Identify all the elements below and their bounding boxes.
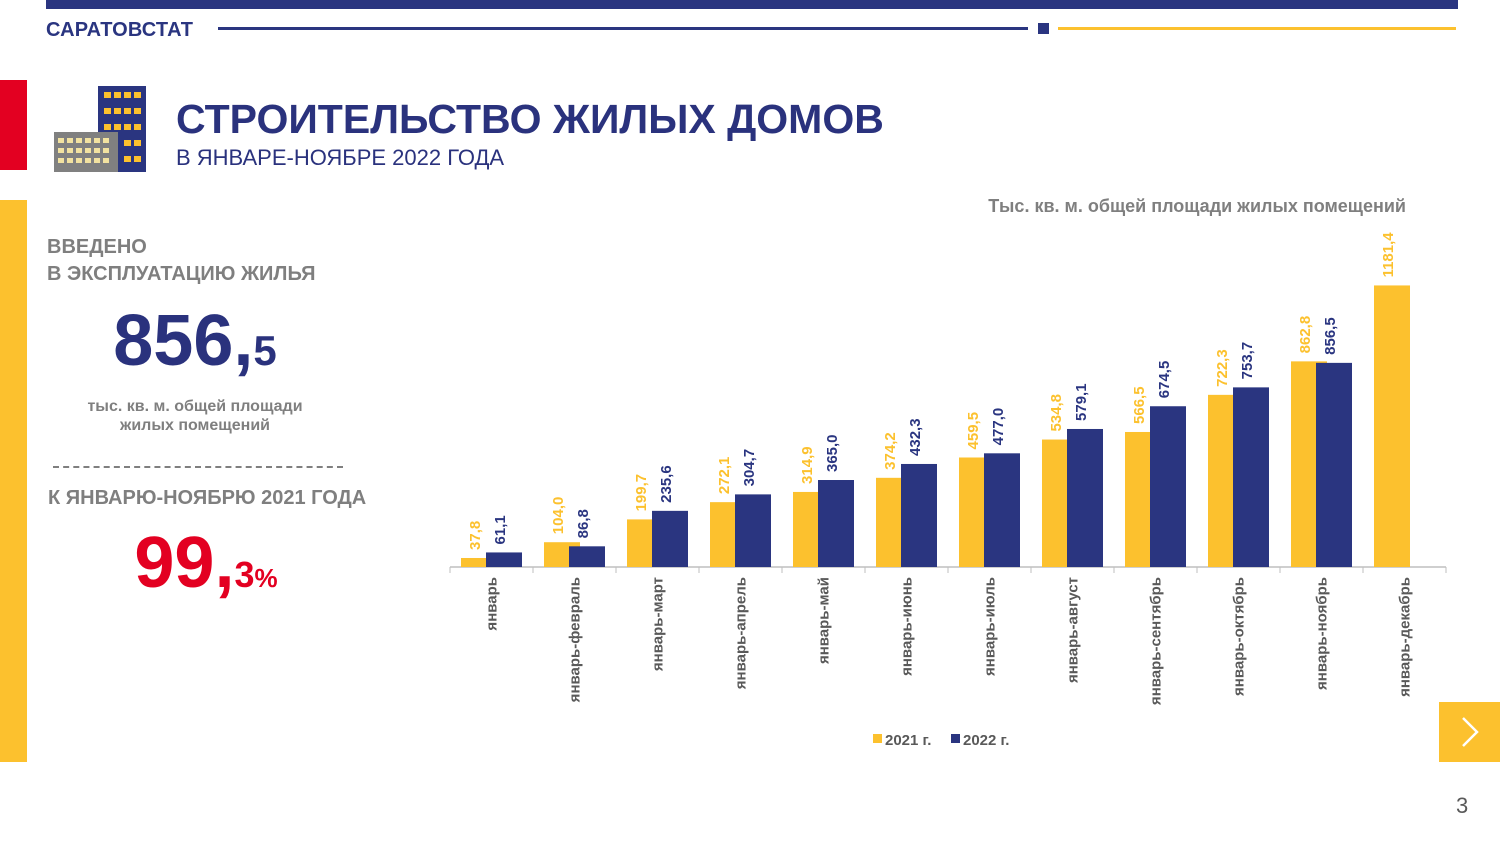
bar-2022 <box>1067 428 1103 567</box>
dashed-divider <box>53 466 343 468</box>
bar-2021 <box>461 557 497 567</box>
category-label: январь-март <box>650 577 667 671</box>
summary-heading-line1: ВВЕДЕНО <box>47 236 147 258</box>
data-label: 753,7 <box>1239 342 1256 380</box>
legend-label: 2022 г. <box>963 732 1009 749</box>
next-slide-button[interactable] <box>1439 702 1500 762</box>
summary-value-sub: 5 <box>253 327 277 374</box>
compare-heading: К ЯНВАРЮ-НОЯБРЮ 2021 ГОДА <box>48 487 367 509</box>
bar-2022 <box>486 552 522 567</box>
bar-2022 <box>569 546 605 567</box>
data-label: 235,6 <box>658 465 675 503</box>
category-label: январь-сентябрь <box>1148 577 1165 705</box>
data-label: 104,0 <box>550 497 567 535</box>
page-title: СТРОИТЕЛЬСТВО ЖИЛЫХ ДОМОВ <box>176 96 884 142</box>
data-label: 477,0 <box>990 408 1007 446</box>
summary-value: 856,5 <box>0 300 390 382</box>
compare-value-sub: 3 <box>234 554 255 595</box>
yellow-accent-strip <box>0 200 27 762</box>
data-label: 432,3 <box>907 418 924 456</box>
page-subtitle: В ЯНВАРЕ-НОЯБРЕ 2022 ГОДА <box>176 145 505 170</box>
bar-2022 <box>1233 387 1269 567</box>
page-number: 3 <box>1456 793 1469 818</box>
data-label: 304,7 <box>741 449 758 487</box>
data-label: 86,8 <box>575 509 592 538</box>
chart-unit-label: Тыс. кв. м. общей площади жилых помещени… <box>988 196 1406 216</box>
category-label: январь-апрель <box>733 577 750 689</box>
category-label: январь-август <box>1065 577 1082 683</box>
category-label: январь <box>484 577 501 631</box>
bar-chart: 37,8 61,1 январь 104,0 86,8 январь-февраль 199… <box>449 232 1447 749</box>
data-label: 862,8 <box>1297 316 1314 354</box>
header-rule <box>218 27 1028 30</box>
chevron-right-icon <box>1462 717 1479 747</box>
summary-unit-line1: тыс. кв. м. общей площади <box>87 398 303 415</box>
red-accent-tab <box>0 80 27 170</box>
bar-2022 <box>735 494 771 567</box>
data-label: 37,8 <box>467 521 484 550</box>
data-label: 272,1 <box>716 457 733 495</box>
legend-label: 2021 г. <box>885 732 931 749</box>
bar-2021 <box>1374 285 1410 567</box>
data-label: 722,3 <box>1214 349 1231 387</box>
data-label: 314,9 <box>799 446 816 484</box>
data-label: 1181,4 <box>1380 232 1397 278</box>
data-label: 199,7 <box>633 474 650 512</box>
bar-2022 <box>818 480 854 567</box>
summary-heading-line2: В ЭКСПЛУАТАЦИЮ ЖИЛЬЯ <box>47 263 316 285</box>
data-label: 566,5 <box>1131 386 1148 424</box>
category-label: январь-июнь <box>899 577 916 676</box>
data-label: 674,5 <box>1156 361 1173 399</box>
bar-2022 <box>984 453 1020 567</box>
legend-swatch <box>951 734 960 743</box>
bar-2022 <box>652 510 688 567</box>
bar-2022 <box>1150 406 1186 567</box>
building-icon <box>54 86 146 172</box>
header-rule-square <box>1038 23 1049 34</box>
bar-2022 <box>1316 362 1352 567</box>
bar-2022 <box>901 463 937 567</box>
summary-unit-line2: жилых помещений <box>119 417 271 434</box>
data-label: 374,2 <box>882 432 899 470</box>
category-label: январь-февраль <box>567 577 584 702</box>
category-label: январь-ноябрь <box>1314 577 1331 690</box>
legend-swatch <box>873 734 882 743</box>
compare-value-main: 99, <box>134 523 235 603</box>
data-label: 579,1 <box>1073 383 1090 421</box>
category-label: январь-октябрь <box>1231 577 1248 696</box>
category-label: январь-май <box>816 577 833 664</box>
data-label: 534,8 <box>1048 394 1065 432</box>
header-rule-accent <box>1058 27 1456 30</box>
data-label: 61,1 <box>492 515 509 544</box>
summary-unit: тыс. кв. м. общей площади жилых помещени… <box>40 397 350 435</box>
top-bar <box>46 0 1458 9</box>
compare-value-sign: % <box>254 563 278 593</box>
category-label: январь-декабрь <box>1397 577 1414 697</box>
summary-heading: ВВЕДЕНО В ЭКСПЛУАТАЦИЮ ЖИЛЬЯ <box>47 234 315 288</box>
compare-value: 99,3% <box>0 522 412 604</box>
data-label: 856,5 <box>1322 317 1339 355</box>
data-label: 459,5 <box>965 412 982 450</box>
category-label: январь-июль <box>982 577 999 676</box>
data-label: 365,0 <box>824 434 841 472</box>
brand-name: САРАТОВСТАТ <box>46 19 194 41</box>
summary-value-main: 856, <box>113 301 254 381</box>
